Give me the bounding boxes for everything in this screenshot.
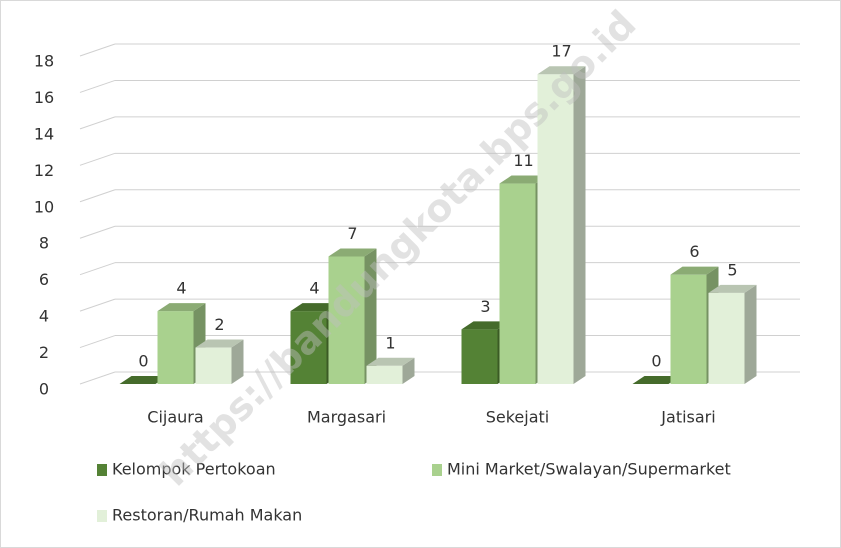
- y-tick-label: 6: [39, 270, 49, 289]
- legend-label: Mini Market/Swalayan/Supermarket: [447, 460, 731, 479]
- bar-side: [231, 339, 244, 384]
- bar: [537, 74, 574, 384]
- y-tick-label: 8: [39, 234, 49, 253]
- bar-top: [157, 303, 206, 312]
- bar: [708, 292, 745, 384]
- bar-top: [195, 339, 244, 348]
- grid-line: [79, 43, 116, 57]
- value-label: 7: [347, 224, 357, 243]
- bar-side: [402, 357, 415, 384]
- bar-top: [632, 376, 681, 384]
- x-tick-label: Margasari: [307, 408, 386, 427]
- y-tick-label: 0: [39, 380, 49, 399]
- bar-side: [744, 284, 757, 384]
- bar-top: [537, 66, 586, 75]
- legend-label: Restoran/Rumah Makan: [112, 506, 302, 525]
- bar: [670, 274, 707, 384]
- y-tick-label: 4: [39, 307, 49, 326]
- legend-label: Kelompok Pertokoan: [112, 460, 276, 479]
- grid-line: [79, 262, 116, 276]
- value-label: 11: [513, 151, 533, 170]
- bar: [499, 183, 536, 384]
- value-label: 0: [138, 352, 148, 371]
- bar-top: [119, 376, 168, 384]
- value-label: 2: [214, 315, 224, 334]
- grid-line: [79, 79, 116, 93]
- legend-swatch: [97, 510, 107, 522]
- grid-line: [79, 189, 116, 203]
- bar: [195, 347, 232, 384]
- bar: [461, 329, 498, 384]
- grid-line: [79, 298, 116, 312]
- y-tick-label: 16: [34, 88, 54, 107]
- bar-top: [461, 321, 510, 330]
- value-label: 6: [689, 242, 699, 261]
- value-label: 3: [480, 297, 490, 316]
- bar: [328, 256, 365, 384]
- bar-top: [366, 357, 415, 366]
- bar-side: [364, 248, 377, 384]
- bar-top: [670, 266, 719, 275]
- legend-swatch: [97, 464, 107, 476]
- bar-side: [573, 66, 586, 384]
- x-tick-label: Jatisari: [660, 408, 715, 427]
- value-label: 17: [551, 42, 571, 61]
- grid-line: [79, 225, 116, 239]
- bar-top: [328, 248, 377, 257]
- value-label: 1: [385, 333, 395, 352]
- y-tick-label: 18: [34, 52, 54, 71]
- value-label: 5: [727, 260, 737, 279]
- value-label: 4: [176, 279, 186, 298]
- bar-top: [708, 284, 757, 293]
- bar: [290, 311, 327, 384]
- grid-line: [79, 116, 116, 130]
- y-tick-label: 10: [34, 197, 54, 216]
- bar: [366, 365, 403, 384]
- y-tick-label: 2: [39, 343, 49, 362]
- grid-line: [79, 371, 116, 385]
- bar: [157, 311, 194, 384]
- grid-line: [79, 335, 116, 349]
- legend-swatch: [432, 464, 442, 476]
- value-label: 4: [309, 279, 319, 298]
- y-tick-label: 14: [34, 124, 54, 143]
- value-label: 0: [651, 352, 661, 371]
- bar-top: [290, 303, 339, 312]
- bar-top: [499, 175, 548, 184]
- x-tick-label: Cijaura: [147, 408, 203, 427]
- y-tick-label: 12: [34, 161, 54, 180]
- grid-line: [79, 152, 116, 166]
- x-tick-label: Sekejati: [486, 408, 550, 427]
